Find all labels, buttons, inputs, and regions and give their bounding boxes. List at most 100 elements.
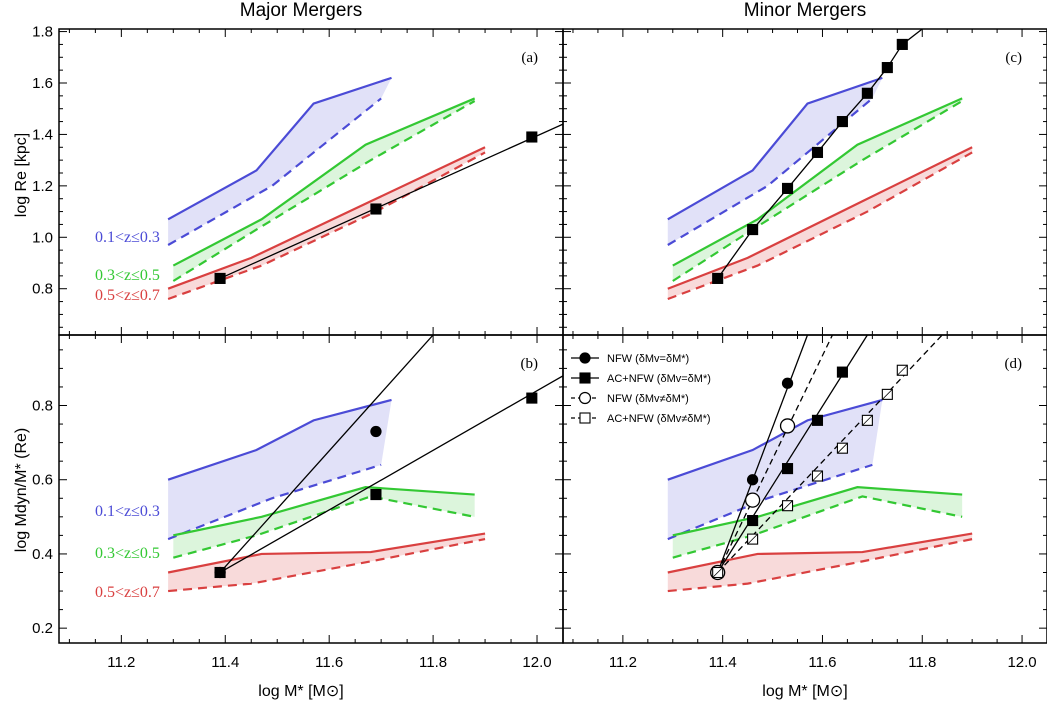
model-marker-0-0 <box>712 272 724 284</box>
zbin-solid-line-2 <box>667 146 973 290</box>
model-marker-1-2 <box>781 463 794 475</box>
zbin-dashed-line-1 <box>672 495 963 559</box>
y-tick-label: 0.2 <box>32 620 53 637</box>
x-tick-label: 11.2 <box>609 654 637 671</box>
zbin-band-1 <box>173 487 475 558</box>
zbin-band-0 <box>667 399 883 540</box>
panel-label: (b) <box>521 356 539 372</box>
model-marker-slash <box>782 500 793 511</box>
panel-frame <box>562 334 1047 644</box>
legend: NFW (δMv=δM*) AC+NFW (δMv=δM*) NFW (δMv≠δM… <box>571 352 711 425</box>
zbin-dashed-line-0 <box>667 97 874 246</box>
y-tick-label: 1.6 <box>32 75 53 92</box>
model-marker-0-1 <box>370 203 382 215</box>
model-marker-1-4 <box>836 366 848 378</box>
zbin-solid-line-1 <box>672 97 963 267</box>
zbin-band-1 <box>173 98 475 281</box>
model-marker-slash <box>837 442 848 454</box>
zbin-dashed-line-0 <box>167 97 382 246</box>
legend-label-3: AC+NFW (δMv≠δM*) <box>607 413 711 425</box>
x-tick-label: 11.2 <box>107 654 135 671</box>
legend-marker-0 <box>579 352 591 364</box>
x-tick-label: 11.8 <box>908 654 936 671</box>
model-marker-0-1 <box>746 474 759 486</box>
zbin-solid-line-1 <box>173 486 475 537</box>
zbin-band-0 <box>168 77 392 245</box>
zbin-band-0 <box>168 399 392 540</box>
zbin-label-2: 0.5<z≤0.7 <box>95 584 160 601</box>
model-marker-0-0 <box>214 272 226 284</box>
model-marker-slash <box>747 533 758 545</box>
model-marker-0-5 <box>861 87 873 99</box>
model-marker-0-2 <box>526 131 538 143</box>
legend-marker-3 <box>579 412 591 424</box>
y-tick-label: 0.8 <box>32 281 53 298</box>
model-marker-1-1 <box>747 514 759 527</box>
model-marker-0-2 <box>781 377 794 389</box>
model-marker-slash <box>882 389 893 400</box>
model-marker-2-2 <box>779 418 796 434</box>
zbin-solid-line-2 <box>167 532 486 574</box>
legend-marker-2 <box>578 391 592 405</box>
zbin-label-1: 0.3<z≤0.5 <box>95 545 160 562</box>
zbin-band-1 <box>672 487 963 558</box>
zbin-dashed-line-1 <box>672 100 963 282</box>
zbin-solid-line-0 <box>167 76 392 221</box>
zbin-dashed-line-2 <box>667 538 973 593</box>
x-tick-label: 12.0 <box>1007 654 1036 671</box>
zbin-solid-line-0 <box>667 76 883 221</box>
model-marker-0-1 <box>747 224 759 236</box>
panel-a: 0.8 1.0 1.2 1.4 1.6 1.8 (a) 0.1<z≤0.3 0.3<z≤0.5 0… <box>32 24 564 336</box>
model-marker-slash <box>812 470 823 482</box>
left-column-title: Major Mergers <box>240 0 362 21</box>
zbin-label-1: 0.3<z≤0.5 <box>95 267 160 284</box>
legend-label-2: NFW (δMv≠δM*) <box>607 393 689 405</box>
zbin-band-2 <box>168 533 486 592</box>
plot-area <box>167 76 563 301</box>
y-axis-label-bottom: log Mdyn/M* (Re) <box>13 428 30 552</box>
zbin-solid-line-0 <box>667 398 883 481</box>
x-tick-label: 11.8 <box>419 654 447 671</box>
y-tick-label: 1.0 <box>32 229 53 246</box>
model-marker-1-2 <box>526 392 538 404</box>
model-marker-0-7 <box>896 38 908 50</box>
model-line-0 <box>219 123 563 280</box>
x-tick-label: 12.0 <box>522 654 551 671</box>
x-tick-label: 11.4 <box>211 654 239 671</box>
model-marker-0-1 <box>370 425 382 438</box>
model-line-0 <box>219 335 434 573</box>
right-column-title: Minor Mergers <box>744 0 866 21</box>
panel-frame <box>562 28 1047 336</box>
model-marker-0-3 <box>811 146 824 158</box>
plot-area <box>667 335 973 593</box>
model-marker-1-1 <box>370 489 382 501</box>
zbin-solid-line-1 <box>172 97 476 267</box>
zbin-dashed-line-0 <box>167 463 382 541</box>
zbin-band-1 <box>672 98 963 281</box>
model-marker-1-3 <box>811 414 824 426</box>
panel-label: (d) <box>1005 356 1023 372</box>
y-tick-label: 1.4 <box>32 126 53 143</box>
panel-label: (a) <box>521 50 538 66</box>
y-tick-label: 0.6 <box>32 472 53 489</box>
panel-b: 11.2 11.4 11.6 11.8 12.0 0.2 0.4 0.6 0.8 (b) 0.1<z… <box>32 334 564 671</box>
y-tick-label: 0.4 <box>32 546 53 563</box>
legend-label-0: NFW (δMv=δM*) <box>607 353 689 365</box>
zbin-band-2 <box>667 533 973 592</box>
zbin-label-0: 0.1<z≤0.3 <box>95 503 160 520</box>
plot-area <box>667 29 973 301</box>
x-tick-label: 11.4 <box>709 654 737 671</box>
plot-area <box>167 335 563 593</box>
zbin-dashed-line-1 <box>173 495 475 559</box>
panel-label: (c) <box>1005 50 1022 66</box>
model-line-0 <box>717 335 809 573</box>
x-axis-label-left: log M* [M⊙] <box>258 683 343 700</box>
y-axis-label-top: log Re [kpc] <box>13 133 30 217</box>
zbin-label-2: 0.5<z≤0.7 <box>95 287 160 304</box>
model-line-2 <box>717 335 834 573</box>
panel-d: 11.2 11.4 11.6 11.8 12.0 (d) NFW (δMv=δM*) AC+N… <box>562 334 1047 671</box>
model-marker-1-0 <box>214 566 226 579</box>
model-marker-2-1 <box>744 492 761 508</box>
model-line-1 <box>219 375 563 574</box>
model-marker-slash <box>862 415 873 426</box>
